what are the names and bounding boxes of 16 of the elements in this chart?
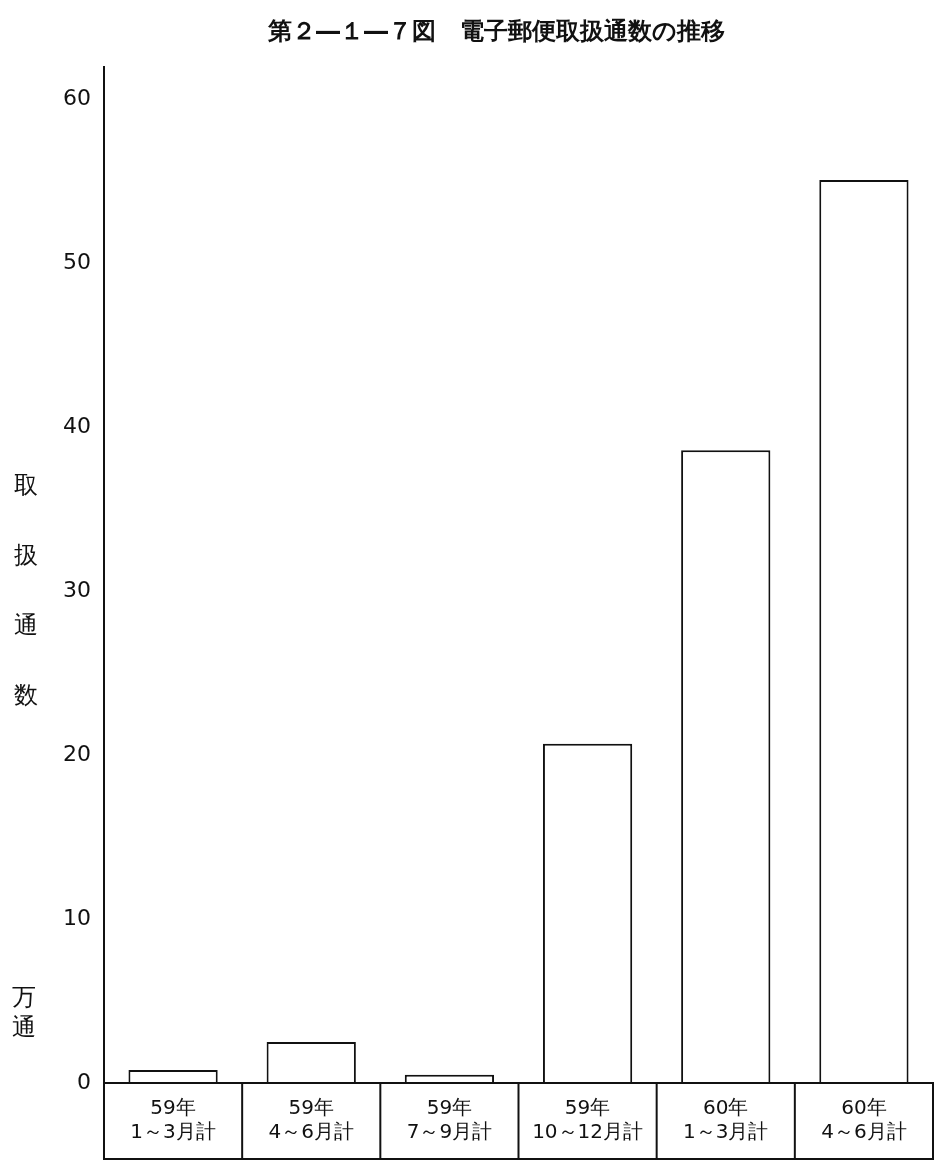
x-tick-label: 59年 7～9月計 bbox=[406, 1095, 493, 1144]
y-tick-label: 50 bbox=[62, 249, 91, 275]
y-tick-label: 0 bbox=[76, 1068, 91, 1094]
y-tick-label: 20 bbox=[62, 740, 91, 766]
y-tick-label: 40 bbox=[62, 413, 91, 439]
x-tick-label: 60年 4～6月計 bbox=[821, 1095, 907, 1144]
text: 万通 bbox=[12, 982, 37, 1042]
y-tick-label: 30 bbox=[62, 577, 91, 603]
text: 取扱通数 bbox=[14, 471, 38, 709]
x-tick-label: 59年 1～3月計 bbox=[130, 1095, 216, 1144]
x-tick-label: 59年 10～12月計 bbox=[532, 1095, 644, 1144]
chart-title: 第２―１―７図 電子郵便取扱通数の推移 bbox=[267, 16, 725, 45]
x-tick-label: 59年 4～6月計 bbox=[268, 1095, 354, 1144]
y-tick-label: 60 bbox=[62, 85, 91, 111]
x-tick-label: 60年 1～3月計 bbox=[683, 1095, 769, 1144]
y-tick-label: 10 bbox=[62, 904, 91, 930]
